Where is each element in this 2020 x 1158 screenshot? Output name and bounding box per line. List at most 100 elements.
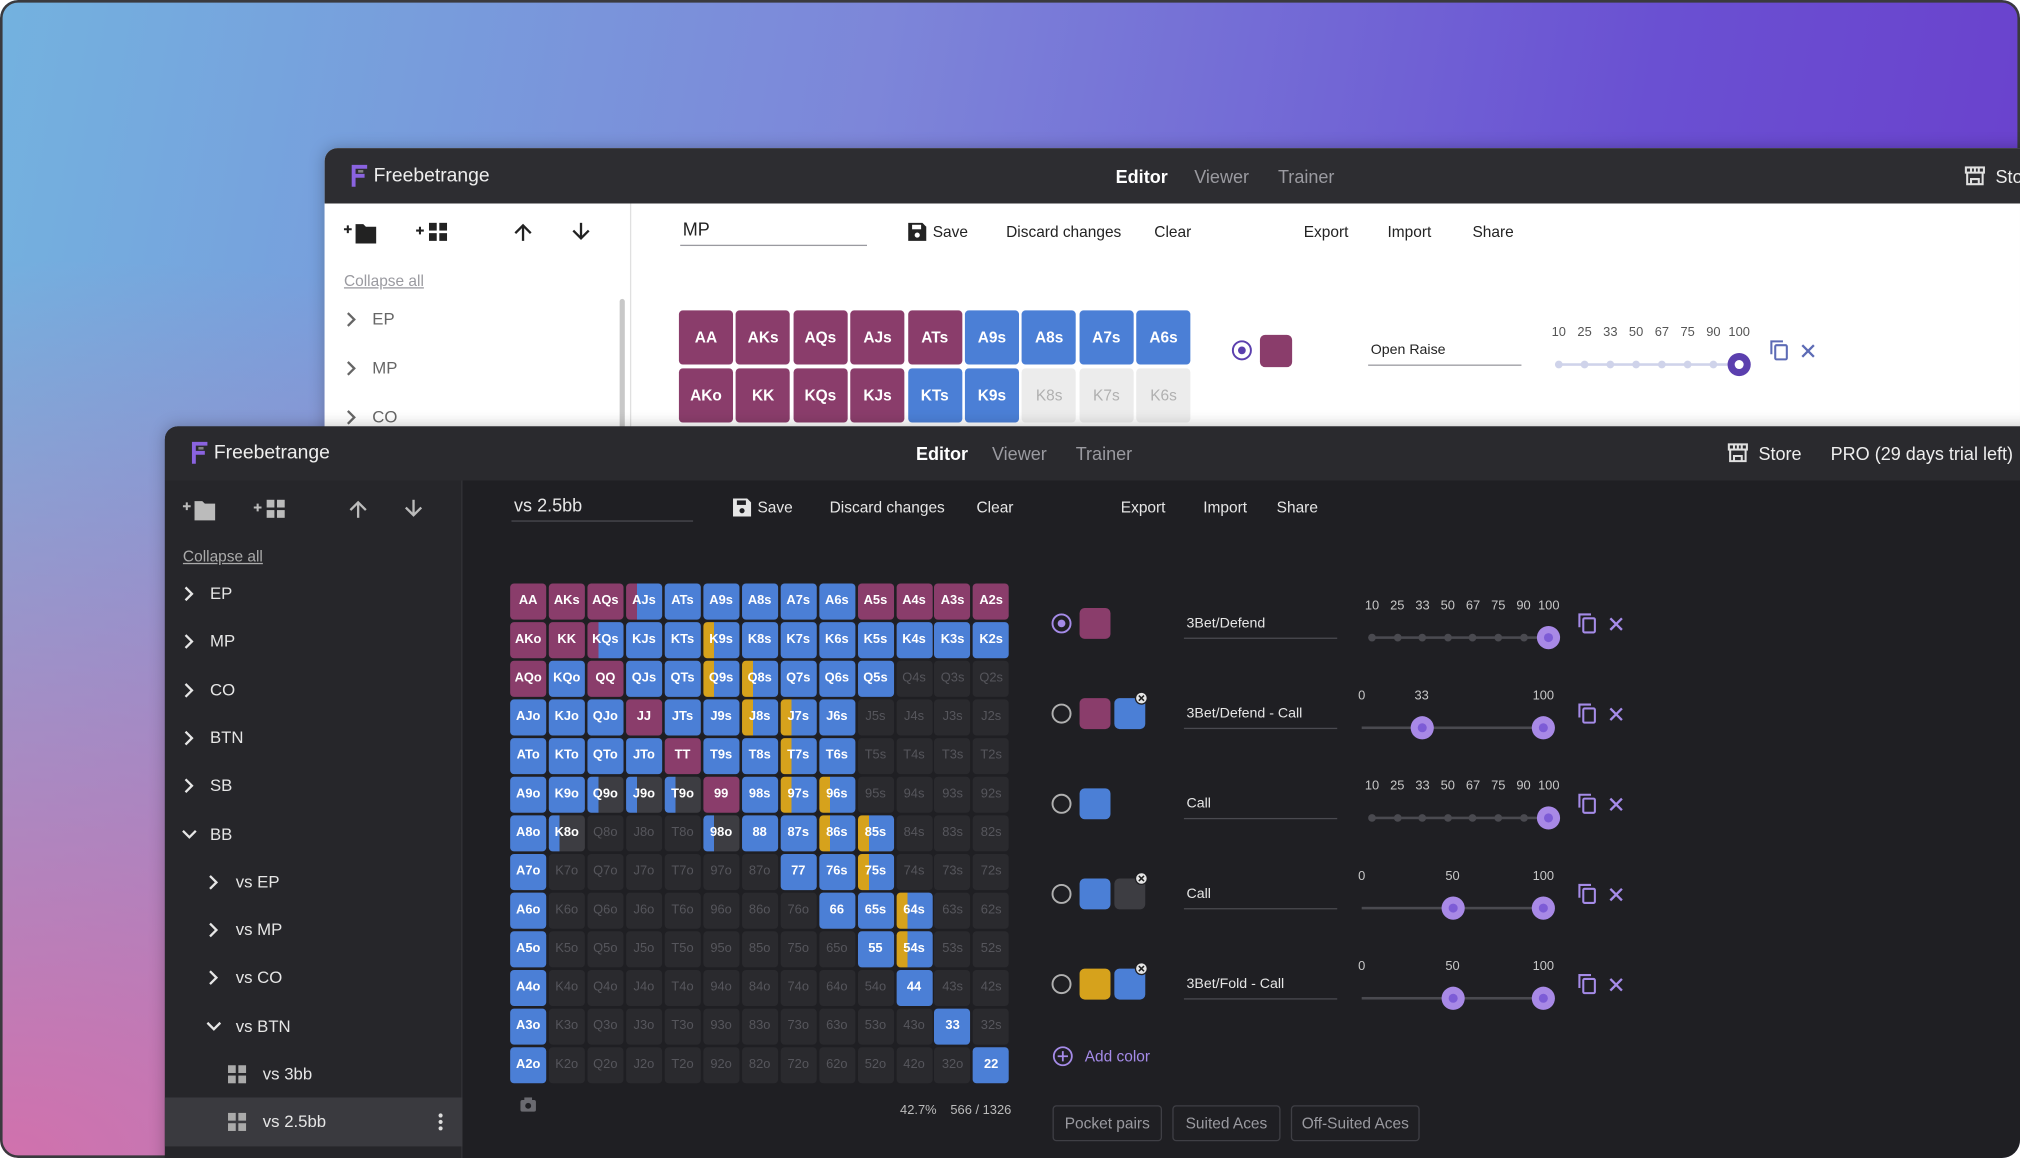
slider-stop[interactable] [1393,814,1402,822]
hand-cell[interactable]: KTo [548,738,585,775]
hand-cell[interactable]: TT [664,738,701,775]
hand-cell[interactable]: 98s [741,776,778,813]
hand-cell[interactable]: 32s [973,1008,1010,1045]
hand-cell[interactable]: A9s [703,583,740,620]
hand-cell[interactable]: J7s [780,699,817,736]
duplicate-button[interactable] [1578,613,1597,634]
hand-cell[interactable]: 54o [857,969,894,1007]
hand-cell[interactable]: AA [510,583,547,620]
hand-cell[interactable]: Q9s [703,660,740,697]
hand-cell[interactable]: Q5s [857,660,894,697]
hand-cell[interactable]: 32o [934,1047,971,1084]
hand-cell[interactable]: K8o [548,815,585,852]
hand-cell[interactable]: J5o [625,931,662,968]
toolbar-button[interactable]: Save [757,498,793,517]
color-swatch[interactable] [1259,334,1293,368]
tree-chevron[interactable] [206,970,221,986]
delete-button[interactable] [1609,978,1623,992]
hand-cell[interactable]: 52s [973,931,1010,968]
hand-cell[interactable]: AQs [793,310,848,365]
action-radio[interactable] [1051,793,1072,814]
duplicate-button[interactable] [1770,340,1789,361]
hand-cell[interactable]: J4s [895,699,933,736]
tree-chevron[interactable] [344,410,359,425]
action-label[interactable]: Call [1186,886,1211,902]
filter-chip[interactable]: Suited Aces [1172,1105,1281,1142]
remove-swatch-badge[interactable] [1134,962,1148,976]
hand-cell[interactable]: K8s [1022,367,1077,422]
hand-cell[interactable]: K2o [548,1047,585,1084]
hand-cell[interactable]: T8o [664,815,701,852]
hand-cell[interactable]: A5s [857,583,894,620]
hand-cell[interactable]: 74o [780,969,817,1007]
hand-cell[interactable]: 92o [703,1047,740,1084]
tree-chevron[interactable] [182,586,197,602]
hand-cell[interactable]: 82o [741,1047,778,1084]
tree-item[interactable]: vs 2.5bb [262,1112,327,1132]
hand-cell[interactable]: K6s [1136,367,1191,422]
hand-cell[interactable]: 42o [895,1047,933,1084]
delete-button[interactable] [1609,797,1623,812]
hand-cell[interactable]: A6s [1136,310,1191,365]
hand-cell[interactable]: 22 [973,1047,1010,1084]
hand-cell[interactable]: Q2s [973,660,1010,697]
hand-cell[interactable]: ATo [510,738,547,775]
move-up-button[interactable] [349,500,367,518]
action-radio[interactable] [1231,340,1253,361]
hand-cell[interactable]: 52o [857,1047,894,1084]
hand-cell[interactable]: J3o [625,1008,662,1045]
slider-stop[interactable] [1418,814,1427,822]
hand-cell[interactable]: AKo [510,622,547,659]
hand-cell[interactable]: 62s [973,892,1010,929]
snapshot-button[interactable] [520,1097,536,1112]
hand-cell[interactable]: A8s [741,583,778,620]
hand-cell[interactable]: KJo [548,699,585,736]
tree-chevron[interactable] [182,730,197,746]
slider-stop[interactable] [1606,360,1615,369]
delete-button[interactable] [1609,707,1623,721]
hand-cell[interactable]: 96s [818,776,855,813]
hand-cell[interactable]: J2o [625,1047,662,1084]
color-swatch[interactable] [1079,607,1111,639]
hand-cell[interactable]: Q6s [818,660,855,697]
hand-cell[interactable]: J6o [625,892,662,929]
tree-item[interactable]: BTN [209,727,244,747]
delete-button[interactable] [1609,617,1623,631]
hand-cell[interactable]: J4o [625,969,662,1007]
slider-track[interactable] [1372,816,1549,820]
hand-cell[interactable]: 85s [857,815,894,852]
hand-cell[interactable]: 77 [780,854,817,891]
hand-cell[interactable]: K5s [857,622,894,659]
slider-track[interactable] [1558,363,1740,366]
delete-button[interactable] [1801,344,1815,358]
hand-cell[interactable]: 95o [703,931,740,968]
hand-cell[interactable]: Q7s [780,660,817,697]
tree-chevron[interactable] [182,682,197,698]
nav-tab[interactable]: Viewer [991,443,1047,464]
tree-chevron[interactable] [206,1018,222,1033]
slider-stop[interactable] [1632,360,1640,369]
slider-stop[interactable] [1443,633,1452,642]
action-label[interactable]: 3Bet/Fold - Call [1186,976,1285,992]
hand-cell[interactable]: T5s [857,738,894,775]
hand-cell[interactable]: AJs [850,310,905,365]
hand-cell[interactable]: 82s [973,815,1010,852]
action-label[interactable]: 3Bet/Defend [1186,615,1266,632]
hand-cell[interactable]: KK [736,367,791,422]
hand-cell[interactable]: J5s [857,699,894,736]
toolbar-button[interactable]: Import [1387,222,1432,241]
hand-cell[interactable]: QQ [587,660,624,697]
hand-cell[interactable]: T3o [664,1008,701,1045]
store-icon[interactable] [1964,165,1986,187]
hand-cell[interactable]: T4o [664,969,701,1007]
hand-cell[interactable]: 75s [857,854,894,891]
hand-cell[interactable]: KTs [664,622,701,659]
remove-swatch-badge[interactable] [1134,691,1148,705]
hand-cell[interactable]: 88 [741,815,778,852]
hand-cell[interactable]: K3o [548,1008,585,1045]
hand-cell[interactable]: K9o [548,776,585,813]
move-down-button[interactable] [572,222,590,241]
hand-cell[interactable]: K3s [934,622,971,659]
action-label[interactable]: 3Bet/Defend - Call [1186,705,1303,722]
hand-cell[interactable]: 53s [934,931,971,968]
